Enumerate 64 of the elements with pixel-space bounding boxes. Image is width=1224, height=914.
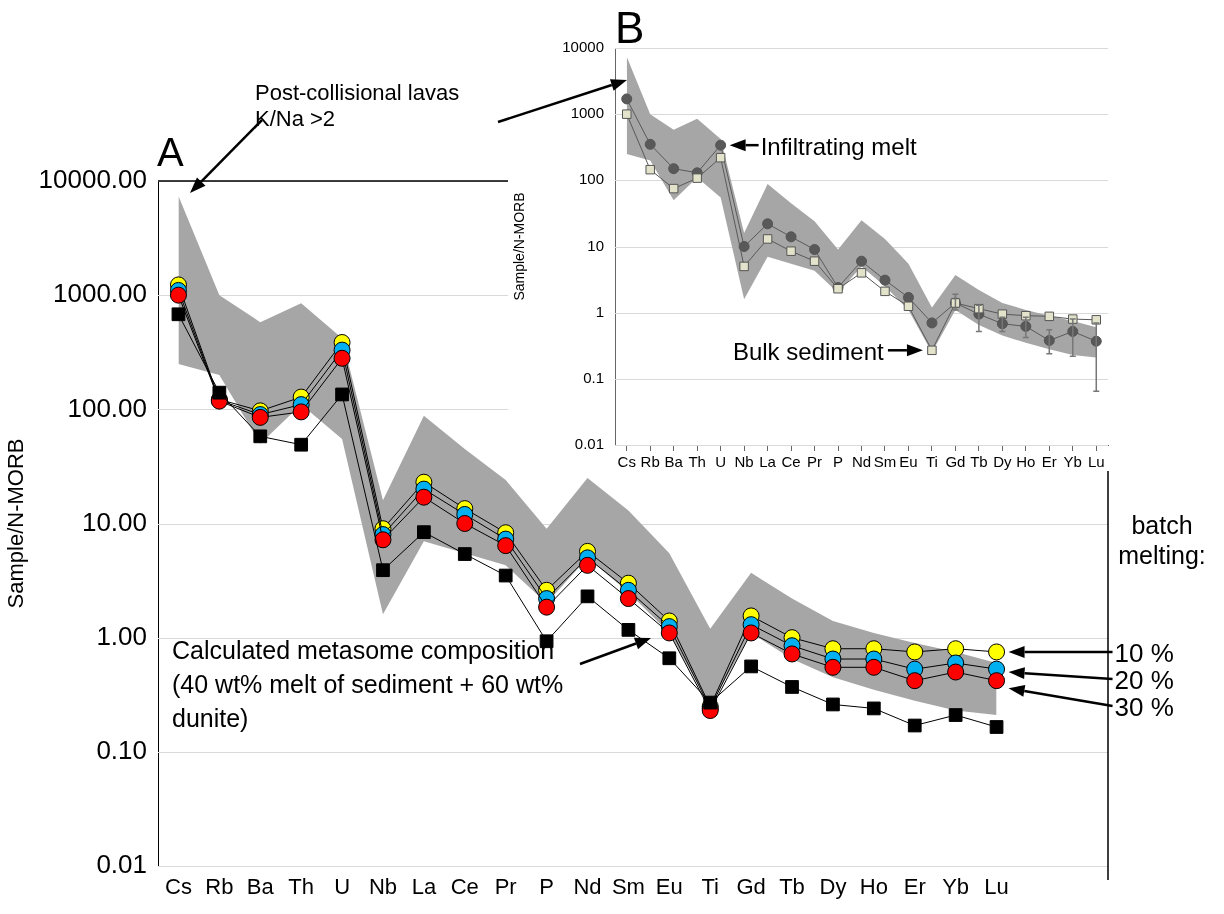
x-tick-label: Ti: [925, 453, 938, 471]
y-tick-label: 10.00: [81, 506, 147, 537]
x-tick-label: Nb: [734, 453, 754, 471]
x-tick-label: Th: [288, 874, 315, 900]
x-tick-label: Ti: [701, 874, 719, 900]
x-tick-label: Tb: [970, 453, 988, 471]
series-label: Infiltrating melt: [760, 132, 917, 162]
x-tick-label: Ho: [859, 874, 888, 900]
x-tick-label: Pr: [807, 453, 823, 471]
x-tick-label: Pr: [494, 874, 517, 900]
x-tick-label: Th: [688, 453, 706, 471]
x-tick-label: Rb: [205, 874, 234, 900]
x-tick-label: Nd: [851, 453, 872, 471]
x-tick-label: Eu: [655, 874, 683, 900]
x-tick-label: Lu: [1087, 453, 1105, 471]
y-tick-label: 0.1: [583, 368, 604, 386]
x-tick-label: Sm: [873, 453, 897, 471]
y-tick-label: 10000: [562, 38, 604, 56]
x-tick-label: P: [539, 874, 554, 900]
y-tick-label: 100.00: [67, 392, 147, 423]
x-tick-label: Sm: [611, 874, 645, 900]
text: batch melting:: [1117, 510, 1207, 570]
y-tick-label: 1.00: [96, 620, 147, 651]
x-tick-label: Dy: [993, 453, 1013, 471]
y-tick-label: 100: [578, 170, 604, 188]
x-tick-label: Eu: [899, 453, 918, 471]
x-tick-label: Nd: [573, 874, 602, 900]
x-tick-label: Dy: [819, 874, 847, 900]
x-tick-label: Ba: [246, 874, 275, 900]
x-tick-label: Er: [903, 874, 926, 900]
x-tick-label: U: [334, 874, 351, 900]
y-tick-label: 0.10: [96, 735, 147, 766]
x-tick-label: Ba: [664, 453, 684, 471]
x-tick-label: Cs: [165, 874, 192, 900]
y-tick-label: 1000: [570, 104, 604, 122]
x-tick-label: Yb: [942, 874, 970, 900]
y-axis-title: Sample/N-MORB: [511, 192, 528, 301]
x-tick-label: Ce: [781, 453, 801, 471]
x-tick-label: Yb: [1063, 453, 1082, 471]
x-tick-label: U: [715, 453, 727, 471]
x-tick-label: Gd: [945, 453, 966, 471]
x-tick-label: Gd: [736, 874, 766, 900]
y-tick-label: 10: [587, 236, 604, 254]
x-tick-label: La: [759, 453, 777, 471]
y-tick-label: 0.01: [574, 435, 604, 453]
x-tick-label: Lu: [984, 874, 1009, 900]
text: A: [157, 129, 184, 176]
annotation: B: [615, 2, 645, 54]
x-tick-label: Nb: [368, 874, 398, 900]
x-tick-label: Er: [1041, 453, 1057, 471]
x-tick-label: Ho: [1016, 453, 1036, 471]
x-tick-label: Cs: [617, 453, 636, 471]
y-tick-label: 1000.00: [53, 278, 147, 309]
x-tick-label: Rb: [640, 453, 660, 471]
text: Post-collisional lavas K/Na >2: [255, 80, 461, 133]
series-label: Bulk sediment: [732, 337, 884, 367]
x-tick-label: Ce: [450, 874, 479, 900]
x-tick-label: P: [833, 453, 844, 471]
x-tick-label: La: [411, 874, 437, 900]
y-axis-title: Sample/N-MORB: [3, 438, 29, 609]
y-tick-label: 1: [595, 302, 604, 320]
x-tick-label: Tb: [779, 874, 805, 900]
y-tick-label: 0.01: [96, 849, 147, 880]
y-tick-label: 10000.00: [38, 164, 147, 195]
